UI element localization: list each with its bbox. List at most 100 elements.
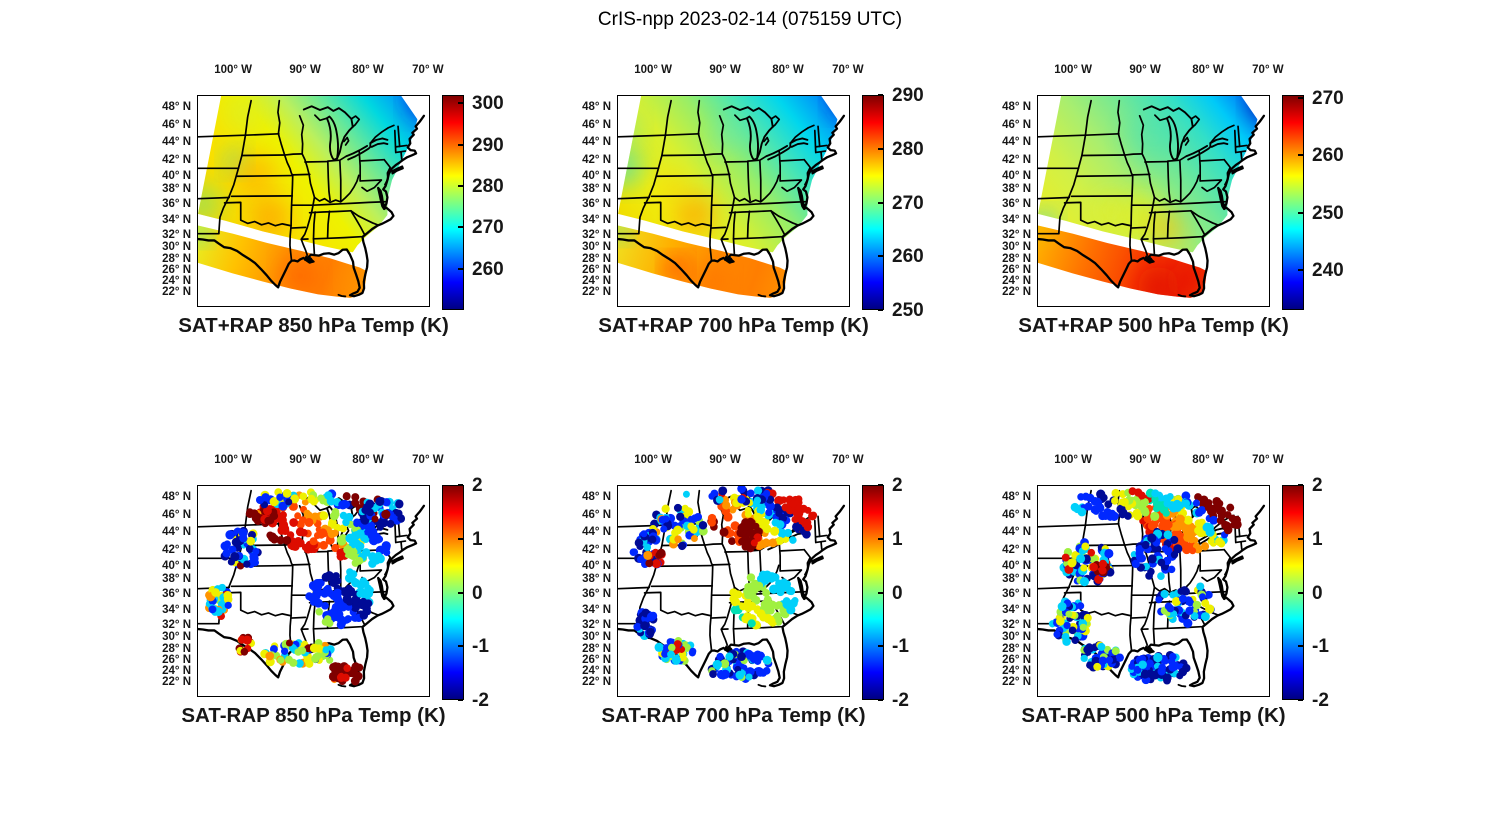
lon-tick-label: 100° W: [1054, 454, 1093, 466]
map-axes: [197, 485, 430, 697]
colorbar-tick-label: 290: [892, 85, 924, 106]
difference-scatter-map: [618, 486, 849, 696]
colorbar-tick-mark: [1298, 96, 1303, 99]
lat-tick-label: 48° N: [162, 100, 191, 113]
panel-title: SAT+RAP 700 hPa Temp (K): [598, 314, 869, 337]
colorbar-tick-mark: [458, 184, 463, 187]
colorbar-tick-label: -2: [892, 690, 909, 711]
lat-tick-label: 22° N: [162, 676, 191, 688]
colorbar-tick-label: 270: [892, 192, 924, 214]
lon-tick-label: 90° W: [1129, 64, 1161, 76]
colorbar-tick-label: 2: [472, 475, 483, 496]
lat-tick-label: 46° N: [162, 508, 191, 521]
lon-tick-label: 100° W: [1054, 64, 1093, 76]
lat-tick-label: 44° N: [162, 136, 191, 149]
lat-tick-label: 38° N: [582, 182, 611, 195]
lat-tick-label: 38° N: [582, 572, 611, 585]
lat-tick-label: 48° N: [1002, 100, 1031, 113]
lat-tick-label: 46° N: [582, 508, 611, 521]
colorbar-tick-mark: [458, 645, 463, 648]
colorbar: [442, 95, 464, 310]
colorbar-tick-mark: [458, 537, 463, 540]
panel-title: SAT+RAP 500 hPa Temp (K): [1018, 314, 1289, 337]
map-axes: [197, 95, 430, 307]
lat-tick-label: 44° N: [582, 136, 611, 149]
lat-tick-label: 28° N: [162, 253, 191, 266]
lat-tick-label: 24° N: [1002, 664, 1031, 677]
lon-tick-label: 70° W: [412, 454, 444, 466]
lon-tick-label: 70° W: [1252, 64, 1284, 76]
lon-tick-label: 80° W: [352, 64, 384, 76]
lat-tick-label: 22° N: [1002, 676, 1031, 688]
colorbar-tick-label: 260: [1312, 145, 1344, 167]
lat-tick-label: 46° N: [1002, 118, 1031, 131]
lat-tick-label: 32° N: [582, 228, 611, 241]
colorbar-tick-label: 1: [892, 528, 903, 550]
lat-tick-label: 30° N: [162, 631, 191, 644]
lat-tick-label: 38° N: [162, 182, 191, 195]
lat-tick-label: 42° N: [1002, 153, 1031, 166]
lat-tick-label: 30° N: [162, 241, 191, 254]
map-axes: [1037, 485, 1270, 697]
lat-tick-label: 34° N: [162, 603, 191, 616]
colorbar-tick-label: 270: [472, 217, 504, 239]
map-axes: [1037, 95, 1270, 307]
lat-tick-label: 32° N: [162, 228, 191, 241]
lon-tick-label: 70° W: [832, 64, 864, 76]
lat-tick-label: 22° N: [582, 286, 611, 298]
colorbar-tick-mark: [1298, 268, 1303, 271]
colorbar-tick-label: 0: [472, 582, 483, 604]
difference-scatter-map: [1038, 487, 1269, 696]
lat-tick-label: 48° N: [1002, 490, 1031, 503]
colorbar-tick-mark: [458, 102, 463, 105]
colorbar-tick-mark: [878, 591, 883, 594]
colorbar-tick-label: 280: [892, 138, 924, 160]
panel-title: SAT+RAP 850 hPa Temp (K): [178, 314, 449, 337]
map-axes: [617, 95, 850, 307]
colorbar-tick-mark: [458, 591, 463, 594]
lat-tick-label: 26° N: [1002, 264, 1031, 277]
lon-tick-label: 100° W: [214, 64, 253, 76]
lat-tick-label: 28° N: [582, 643, 611, 656]
lat-tick-label: 24° N: [162, 274, 191, 287]
colorbar: [1282, 95, 1304, 310]
lon-tick-label: 70° W: [1252, 454, 1284, 466]
lat-tick-label: 46° N: [582, 118, 611, 131]
lon-tick-label: 90° W: [1129, 454, 1161, 466]
colorbar-tick-label: 240: [1312, 259, 1344, 281]
lat-tick-label: 36° N: [1002, 198, 1031, 211]
colorbar-tick-mark: [458, 143, 463, 146]
colorbar-tick-label: 290: [472, 134, 504, 156]
lat-tick-label: 32° N: [1002, 228, 1031, 241]
lat-tick-label: 36° N: [582, 588, 611, 601]
colorbar-tick-mark: [458, 226, 463, 229]
colorbar-tick-label: 250: [1312, 202, 1344, 224]
lat-tick-label: 36° N: [162, 588, 191, 601]
lat-tick-label: 34° N: [582, 603, 611, 616]
lat-tick-label: 44° N: [162, 526, 191, 539]
colorbar-tick-label: 250: [892, 300, 924, 321]
colorbar-tick-label: -1: [892, 636, 909, 658]
temperature-swath-map: [618, 96, 849, 306]
temperature-swath-map: [198, 96, 429, 306]
lat-tick-label: 30° N: [582, 631, 611, 644]
lat-tick-label: 24° N: [162, 664, 191, 677]
lat-tick-label: 36° N: [1002, 588, 1031, 601]
colorbar-tick-mark: [1298, 154, 1303, 157]
lat-tick-label: 36° N: [582, 198, 611, 211]
colorbar-tick-label: 1: [1312, 528, 1323, 550]
lon-tick-label: 80° W: [352, 454, 384, 466]
lat-tick-label: 38° N: [162, 572, 191, 585]
lat-tick-label: 42° N: [1002, 543, 1031, 556]
lat-tick-label: 46° N: [1002, 508, 1031, 521]
difference-scatter-map: [198, 488, 429, 696]
lat-tick-label: 42° N: [162, 153, 191, 166]
lat-tick-label: 28° N: [1002, 643, 1031, 656]
colorbar-tick-label: 2: [1312, 475, 1323, 496]
colorbar-tick-label: -2: [1312, 690, 1329, 711]
lat-tick-label: 46° N: [162, 118, 191, 131]
colorbar-tick-label: 300: [472, 93, 504, 115]
